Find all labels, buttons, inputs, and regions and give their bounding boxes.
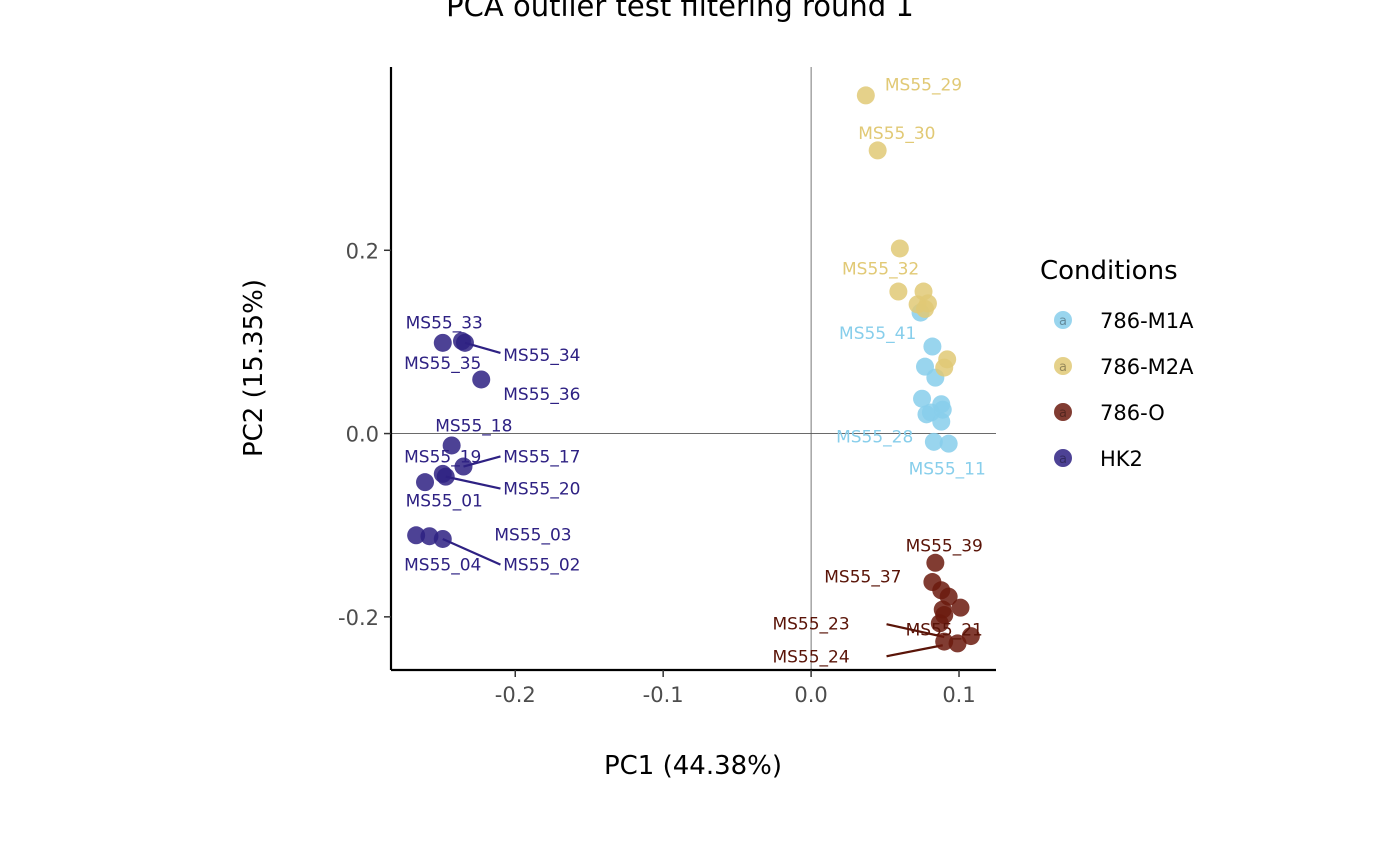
point-786-o (961, 627, 980, 646)
x-tick-label: -0.2 (495, 683, 536, 707)
point-hk2 (433, 333, 452, 352)
chart-title: PCA outlier test filtering round 1 (446, 0, 914, 23)
legend-key-glyph: a (1059, 452, 1067, 467)
y-tick-label: 0.0 (346, 423, 379, 447)
point-786-m2a (889, 282, 908, 301)
legend-key-786-m1a (1054, 311, 1072, 329)
legend-label-786-o: 786-O (1100, 401, 1165, 425)
point-786-m2a (856, 86, 875, 105)
point-labels: MS55_41 MS55_28 MS55_11 MS55_29 MS55_30 MS55_… (404, 75, 986, 667)
point-hk2 (442, 436, 461, 455)
leader-line-786-o (886, 644, 943, 658)
point-hk2 (455, 333, 474, 352)
point-label-ms55-35: MS55_35 (404, 354, 481, 374)
point-label-ms55-11: MS55_11 (909, 459, 986, 479)
point-hk2 (436, 467, 455, 486)
y-axis-ticks: -0.2 0.0 0.2 (338, 239, 391, 630)
point-786-m2a (935, 358, 954, 377)
legend-key-786-m2a (1054, 357, 1072, 375)
point-786-m2a (915, 299, 934, 318)
legend-key-glyph: a (1059, 406, 1067, 421)
legend-entry-hk2: a HK2 (1054, 447, 1143, 471)
point-hk2 (433, 529, 452, 548)
point-label-ms55-28: MS55_28 (836, 427, 913, 447)
point-label-ms55-24: MS55_24 (772, 647, 849, 667)
point-786-o (930, 614, 949, 633)
point-786-o (926, 553, 945, 572)
reference-lines (391, 67, 996, 670)
legend-title: Conditions (1040, 256, 1178, 286)
point-label-ms55-19: MS55_19 (404, 447, 481, 467)
point-label-ms55-33: MS55_33 (406, 314, 483, 334)
point-label-ms55-03: MS55_03 (494, 525, 571, 545)
x-tick-label: -0.1 (643, 683, 684, 707)
legend-label-786-m2a: 786-M2A (1100, 355, 1194, 379)
point-label-ms55-17: MS55_17 (503, 447, 580, 467)
point-label-ms55-02: MS55_02 (503, 556, 580, 576)
point-label-ms55-37: MS55_37 (824, 568, 901, 588)
legend-entry-786-o: a 786-O (1054, 401, 1165, 425)
point-label-ms55-32: MS55_32 (842, 260, 919, 280)
legend-entry-786-m1a: a 786-M1A (1054, 309, 1194, 333)
point-786-o (935, 632, 954, 651)
y-tick-label: -0.2 (338, 606, 379, 630)
legend-label-786-m1a: 786-M1A (1100, 309, 1194, 333)
point-786-m2a (890, 239, 909, 258)
point-hk2 (472, 370, 491, 389)
x-tick-label: 0.1 (942, 683, 975, 707)
data-points (407, 86, 980, 653)
point-label-ms55-23: MS55_23 (772, 614, 849, 634)
point-label-ms55-21: MS55_21 (906, 621, 983, 641)
point-786-m1a (924, 432, 943, 451)
point-786-m1a (932, 412, 951, 431)
leader-line-786-o (886, 623, 945, 639)
point-hk2 (416, 473, 435, 492)
leader-line-hk2 (442, 537, 501, 566)
point-hk2 (407, 526, 426, 545)
legend-entries: a 786-M1A a 786-M2A a 786-O a HK2 (1054, 309, 1194, 471)
point-label-ms55-20: MS55_20 (503, 480, 580, 500)
x-axis-ticks: -0.2 -0.1 0.0 0.1 (495, 670, 976, 707)
point-786-o (948, 634, 967, 653)
point-786-o (951, 598, 970, 617)
point-label-ms55-34: MS55_34 (503, 346, 580, 366)
point-hk2 (454, 457, 473, 476)
legend-key-glyph: a (1059, 360, 1067, 375)
leader-line-hk2 (445, 475, 501, 490)
point-label-ms55-18: MS55_18 (435, 416, 512, 436)
point-label-ms55-41: MS55_41 (839, 324, 916, 344)
axes: -0.2 -0.1 0.0 0.1 -0.2 0.0 0.2 (338, 67, 996, 707)
point-786-m1a (923, 337, 942, 356)
legend: Conditions a 786-M1A a 786-M2A a 786-O a HK2 (1040, 256, 1194, 471)
y-axis-title: PC2 (15.35%) (239, 279, 269, 457)
point-786-m2a (868, 141, 887, 160)
point-786-m1a (939, 434, 958, 453)
point-label-ms55-01: MS55_01 (406, 491, 483, 511)
point-label-ms55-30: MS55_30 (858, 124, 935, 144)
x-axis-title: PC1 (44.38%) (604, 751, 782, 781)
point-label-ms55-29: MS55_29 (885, 75, 962, 95)
point-label-ms55-36: MS55_36 (503, 385, 580, 405)
legend-key-786-o (1054, 403, 1072, 421)
legend-label-hk2: HK2 (1100, 447, 1143, 471)
y-tick-label: 0.2 (346, 239, 379, 263)
point-label-ms55-39: MS55_39 (906, 536, 983, 556)
point-label-ms55-04: MS55_04 (404, 556, 481, 576)
legend-key-glyph: a (1059, 314, 1067, 329)
x-tick-label: 0.0 (794, 683, 827, 707)
legend-key-hk2 (1054, 449, 1072, 467)
point-786-m1a (913, 389, 932, 408)
legend-entry-786-m2a: a 786-M2A (1054, 355, 1194, 379)
plot-area: MS55_41 MS55_28 MS55_11 MS55_29 MS55_30 MS55_… (391, 67, 996, 670)
